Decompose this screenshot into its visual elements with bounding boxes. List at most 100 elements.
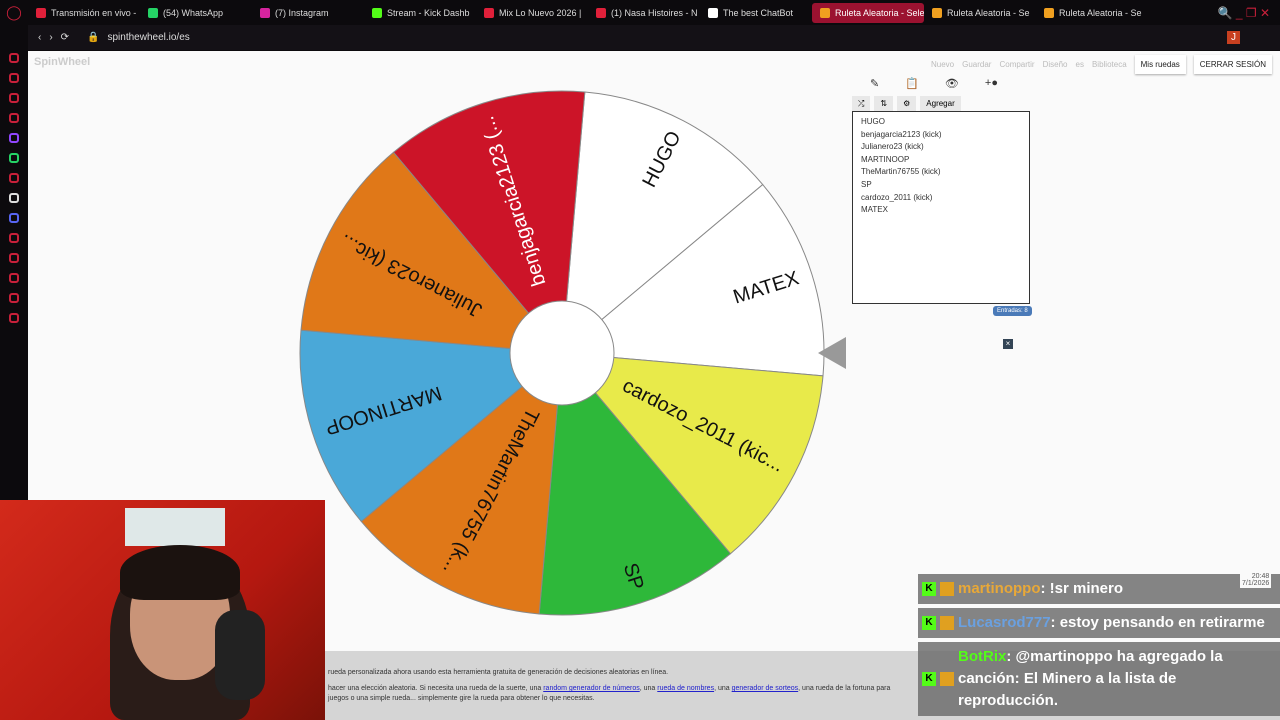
tab-favicon-icon xyxy=(372,7,382,18)
settings-icon[interactable] xyxy=(9,313,19,323)
sort-button[interactable]: ⇅ xyxy=(874,96,894,112)
wheel-center-button[interactable] xyxy=(509,300,615,406)
tab-favicon-icon xyxy=(932,7,942,18)
discord-icon[interactable] xyxy=(9,213,19,223)
tab-favicon-icon xyxy=(596,7,606,18)
tab-favicon-icon xyxy=(820,7,830,18)
tab-label: (54) WhatsApp xyxy=(163,7,224,18)
lock-icon: 🔒 xyxy=(87,32,100,43)
chat-message: K BotRix: @martinoppo ha agregado la canc… xyxy=(918,642,1280,716)
nav-language[interactable]: es xyxy=(1075,60,1084,69)
wheel-segment xyxy=(360,351,563,615)
tab-favicon-icon xyxy=(260,7,270,18)
window-controls[interactable]: 🔍 _ ❐ ✕ xyxy=(1217,5,1270,20)
add-image-button[interactable]: Agregar xyxy=(920,96,961,112)
browser-tab[interactable]: Ruleta Aleatoria - Se xyxy=(924,3,1036,23)
footer-text: , una rueda de la fortuna para juegos o … xyxy=(328,685,891,702)
tab-favicon-icon xyxy=(484,7,494,18)
entries-count-badge: Entradas: 8 xyxy=(993,306,1032,316)
clock-time: 20:48 xyxy=(1251,573,1270,580)
browser-tab[interactable]: (7) Instagram xyxy=(252,3,364,23)
sidebar-icon[interactable] xyxy=(9,93,19,103)
sidebar-icon[interactable] xyxy=(9,253,19,263)
browser-tab[interactable]: Stream - Kick Dashb xyxy=(364,3,476,23)
entry-line: SP xyxy=(861,179,872,189)
wheel-segment xyxy=(299,329,564,523)
x-icon[interactable] xyxy=(9,193,19,203)
hair xyxy=(120,545,240,600)
browser-tab[interactable]: Mix Lo Nuevo 2026 | xyxy=(476,3,588,23)
edit-pencil-icon[interactable]: ✎ xyxy=(870,78,880,90)
editor-toolbar: ⤮ ⇅ ⚙ Agregar xyxy=(852,96,961,112)
url-field[interactable]: spinthewheel.io/es xyxy=(107,32,190,43)
shelf-boxes xyxy=(125,508,225,546)
browser-tab[interactable]: Ruleta Aleatoria - Selector xyxy=(812,2,924,23)
twitch-icon[interactable] xyxy=(9,133,19,143)
clipboard-icon[interactable]: 📋 xyxy=(905,78,919,90)
sidebar-icon[interactable] xyxy=(9,293,19,303)
tab-favicon-icon xyxy=(708,7,718,18)
tab-label: Ruleta Aleatoria - Se xyxy=(947,7,1030,18)
settings-button[interactable]: ⚙ xyxy=(897,96,917,112)
sidebar-icon[interactable] xyxy=(9,73,19,83)
my-wheels-button[interactable]: Mis ruedas xyxy=(1134,55,1186,74)
link-raffle-generator[interactable]: generador de sorteos xyxy=(731,685,799,692)
clock: 20:48 7/1/2026 xyxy=(1240,572,1272,588)
profile-avatar[interactable]: J xyxy=(1227,31,1240,44)
nav-share[interactable]: Compartir xyxy=(999,60,1035,69)
logout-button[interactable]: CERRAR SESIÓN xyxy=(1193,55,1272,74)
site-logo[interactable]: SpinWheel xyxy=(34,56,91,68)
wheel-segment xyxy=(560,352,824,555)
link-number-generator[interactable]: random generador de números xyxy=(543,685,640,692)
opera-logo-icon[interactable]: ◯ xyxy=(6,4,22,20)
whatsapp-icon[interactable] xyxy=(9,153,19,163)
browser-tab[interactable]: Transmisión en vivo - xyxy=(28,3,140,23)
wheel-segment xyxy=(560,183,825,377)
nav-buttons[interactable]: ‹›⟳ xyxy=(38,32,78,43)
entry-line: HUGO xyxy=(861,117,885,126)
wheel-segment xyxy=(538,351,732,616)
nav-save[interactable]: Guardar xyxy=(962,60,992,69)
footer-text: hacer una elección aleatoria. Si necesit… xyxy=(328,685,542,692)
chat-username: Lucasrod777 xyxy=(958,614,1051,631)
tab-label: Transmisión en vivo - xyxy=(51,7,137,18)
wheel-segment xyxy=(392,90,586,355)
chat-username: martinoppo xyxy=(958,580,1041,597)
footer-text: , una xyxy=(714,685,730,692)
hide-icon[interactable]: 👁 xyxy=(944,78,959,90)
sidebar-icon[interactable] xyxy=(9,113,19,123)
tab-bar: ◯ Transmisión en vivo - (54) WhatsApp (7) … xyxy=(0,0,1280,25)
top-nav: Nuevo Guardar Compartir Diseño es Biblio… xyxy=(931,55,1272,74)
browser-tab[interactable]: (1) Nasa Histoires - N xyxy=(588,3,700,23)
nav-design[interactable]: Diseño xyxy=(1042,60,1068,69)
chat-text: : !sr minero xyxy=(1040,580,1124,597)
crown-badge-icon xyxy=(940,616,954,630)
wheel-pointer-icon xyxy=(818,337,846,369)
tab-favicon-icon xyxy=(1044,7,1054,18)
browser-tab[interactable]: Ruleta Aleatoria - Se xyxy=(1036,3,1148,23)
sidebar-icon[interactable] xyxy=(9,233,19,243)
sidebar-icon[interactable] xyxy=(9,53,19,63)
add-color-icon[interactable]: +● xyxy=(984,77,998,89)
crown-badge-icon xyxy=(940,672,954,686)
shuffle-button[interactable]: ⤮ xyxy=(852,96,871,112)
footer-line-2: hacer una elección aleatoria. Si necesit… xyxy=(328,684,908,704)
tab-label: (7) Instagram xyxy=(275,7,329,18)
tab-label: Ruleta Aleatoria - Se xyxy=(1059,7,1142,18)
nav-library[interactable]: Biblioteca xyxy=(1091,60,1127,69)
link-name-wheel[interactable]: rueda de nombres xyxy=(657,685,715,692)
sidebar-icon[interactable] xyxy=(9,273,19,283)
browser-tab[interactable]: (54) WhatsApp xyxy=(140,3,252,23)
crown-badge-icon xyxy=(940,582,954,596)
tab-label: Mix Lo Nuevo 2026 | xyxy=(499,7,582,18)
close-icon[interactable]: × xyxy=(1003,339,1013,349)
nav-new[interactable]: Nuevo xyxy=(930,60,955,69)
entries-textarea[interactable]: HUGO benjagarcia2123 (kick) Julianero23 (k… xyxy=(852,111,1030,304)
browser-tab[interactable]: The best ChatBot xyxy=(700,3,812,23)
instagram-icon[interactable] xyxy=(9,173,19,183)
entry-line: MARTINOOP xyxy=(861,154,910,164)
kick-badge-icon: K xyxy=(922,582,936,596)
